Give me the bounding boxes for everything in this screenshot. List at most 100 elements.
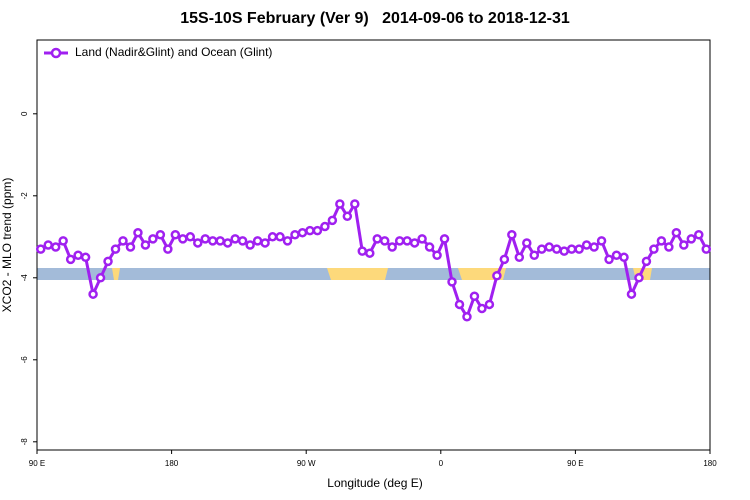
data-point [507, 230, 517, 240]
data-point [95, 273, 106, 283]
y-tick-label: -2 [20, 192, 29, 200]
data-point [335, 199, 345, 209]
data-point [178, 234, 188, 244]
data-point [140, 240, 151, 250]
data-point [641, 256, 652, 267]
data-point [484, 299, 495, 310]
data-point [514, 252, 525, 263]
data-point [260, 238, 270, 248]
data-point [372, 234, 382, 244]
data-point [170, 230, 181, 240]
data-point [379, 236, 390, 246]
data-point [604, 254, 614, 265]
data-point [529, 250, 540, 260]
data-point [342, 211, 353, 222]
data-point [155, 230, 166, 240]
data-point [350, 199, 360, 209]
data-point [133, 227, 143, 238]
data-point [103, 256, 113, 267]
data-point [222, 238, 233, 248]
data-point [80, 252, 91, 263]
data-point [252, 236, 263, 246]
data-point [447, 277, 457, 287]
y-tick-label: -4 [20, 274, 29, 282]
data-point [163, 244, 173, 254]
data-point [544, 242, 554, 252]
data-point [424, 242, 435, 252]
data-point [185, 232, 196, 242]
data-point [357, 246, 368, 256]
y-axis-label: XCO2 - MLO trend (ppm) [0, 178, 14, 313]
data-point [664, 242, 674, 252]
data-point [462, 312, 472, 322]
data-point [118, 236, 128, 246]
y-tick-label: -8 [20, 438, 29, 446]
x-tick-label: 90 W [297, 459, 316, 468]
data-point [469, 291, 480, 301]
data-point [290, 230, 300, 240]
data-point [305, 225, 315, 236]
y-tick-label: -6 [20, 356, 29, 364]
x-tick-label: 90 E [29, 459, 45, 468]
data-point [492, 271, 502, 281]
data-point [634, 273, 644, 283]
data-point [327, 215, 338, 226]
data-point [649, 244, 659, 254]
data-point [275, 232, 285, 242]
data-point [619, 252, 629, 263]
data-point [394, 236, 405, 246]
y-tick-label: 0 [20, 111, 29, 116]
data-point [320, 221, 330, 232]
data-point [596, 236, 607, 246]
data-point [537, 244, 547, 254]
data-point [626, 289, 637, 299]
data-point [35, 244, 46, 254]
data-point [694, 230, 704, 240]
x-tick-label: 180 [703, 459, 717, 468]
data-point [439, 234, 450, 244]
x-axis-label: Longitude (deg E) [327, 476, 422, 490]
data-point [215, 236, 225, 246]
chart-title: 15S-10S February (Ver 9) 2014-09-06 to 2… [180, 10, 570, 27]
land-strip [112, 268, 120, 280]
data-point [312, 225, 323, 236]
data-point [297, 227, 308, 238]
data-point [686, 234, 697, 244]
data-point [611, 250, 622, 260]
data-point [402, 236, 412, 246]
data-point [148, 234, 158, 244]
data-point [65, 254, 76, 265]
data-point [110, 244, 121, 254]
data-point [58, 236, 68, 246]
data-point [237, 236, 248, 246]
data-point [701, 244, 712, 254]
data-point [73, 250, 83, 260]
data-point [125, 242, 136, 252]
data-point [230, 234, 240, 244]
data-point [522, 238, 532, 248]
data-point [200, 234, 210, 244]
data-point [671, 227, 682, 238]
data-point [574, 244, 584, 254]
data-point [43, 240, 53, 250]
data-point [432, 250, 442, 260]
data-point [581, 240, 592, 250]
x-tick-label: 0 [439, 459, 444, 468]
data-point [559, 246, 569, 256]
x-tick-label: 90 E [567, 459, 583, 468]
data-point [267, 232, 278, 242]
legend-marker [50, 47, 62, 59]
x-tick-label: 180 [165, 459, 179, 468]
data-point [417, 234, 427, 244]
data-point [589, 242, 599, 252]
data-point [282, 236, 293, 246]
data-point [477, 303, 487, 314]
data-point [387, 242, 397, 252]
data-point [409, 238, 420, 248]
surface-band [37, 268, 710, 280]
data-point [193, 238, 203, 248]
data-point [656, 236, 667, 246]
legend-label: Land (Nadir&Glint) and Ocean (Glint) [75, 45, 272, 59]
